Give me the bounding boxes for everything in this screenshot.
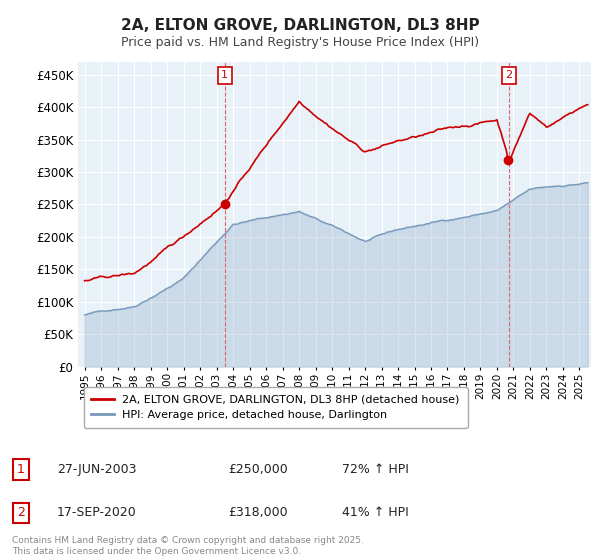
Text: 2A, ELTON GROVE, DARLINGTON, DL3 8HP: 2A, ELTON GROVE, DARLINGTON, DL3 8HP [121,18,479,32]
Text: 72% ↑ HPI: 72% ↑ HPI [342,463,409,476]
Legend: 2A, ELTON GROVE, DARLINGTON, DL3 8HP (detached house), HPI: Average price, detac: 2A, ELTON GROVE, DARLINGTON, DL3 8HP (de… [83,387,467,428]
Text: Price paid vs. HM Land Registry's House Price Index (HPI): Price paid vs. HM Land Registry's House … [121,36,479,49]
Text: £250,000: £250,000 [228,463,288,476]
Text: 2: 2 [17,506,25,520]
Text: 41% ↑ HPI: 41% ↑ HPI [342,506,409,520]
Text: 1: 1 [17,463,25,476]
Text: 1: 1 [221,71,229,80]
Text: 2: 2 [505,71,512,80]
Text: 27-JUN-2003: 27-JUN-2003 [57,463,137,476]
Text: Contains HM Land Registry data © Crown copyright and database right 2025.
This d: Contains HM Land Registry data © Crown c… [12,536,364,556]
Text: 17-SEP-2020: 17-SEP-2020 [57,506,137,520]
Text: £318,000: £318,000 [228,506,287,520]
